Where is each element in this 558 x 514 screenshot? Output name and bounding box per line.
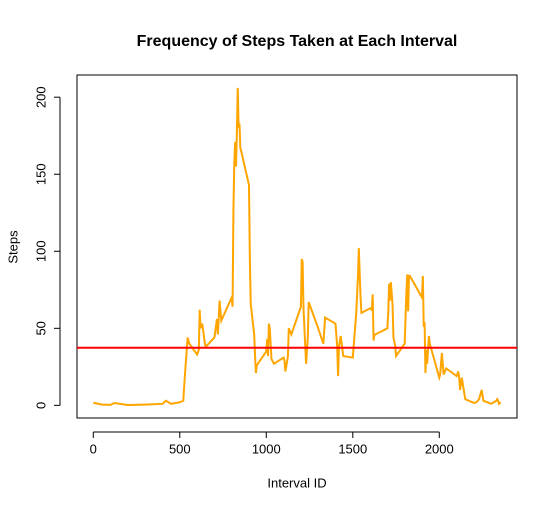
x-tick-label: 1500 <box>338 441 367 456</box>
y-tick-label: 50 <box>33 321 48 335</box>
y-axis-label: Steps <box>5 230 20 264</box>
y-tick-label: 200 <box>33 86 48 108</box>
x-tick-label: 0 <box>90 441 97 456</box>
chart-title: Frequency of Steps Taken at Each Interva… <box>137 33 458 50</box>
data-line <box>93 87 502 407</box>
x-tick-label: 1000 <box>252 441 281 456</box>
y-tick-label: 150 <box>33 163 48 185</box>
x-axis-label: Interval ID <box>267 475 326 490</box>
x-tick-label: 2000 <box>425 441 454 456</box>
plot-frame <box>76 74 518 419</box>
x-tick-label: 500 <box>169 441 191 456</box>
y-tick-label: 0 <box>33 402 48 409</box>
y-tick-label: 100 <box>33 240 48 262</box>
